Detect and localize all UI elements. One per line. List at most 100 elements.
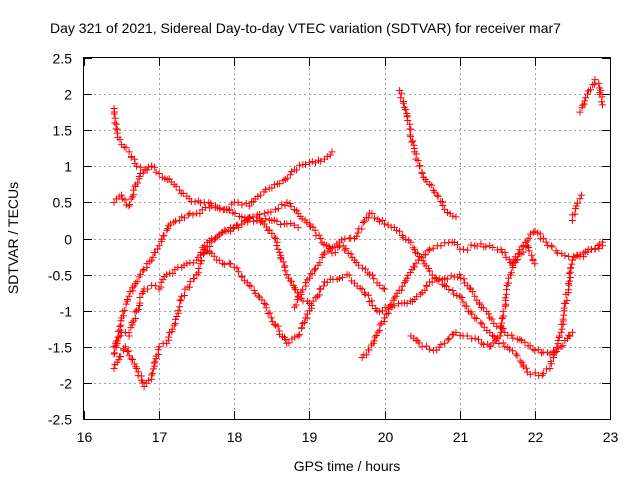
interpolated-point xyxy=(362,351,370,359)
interpolated-point xyxy=(469,288,477,296)
interpolated-point xyxy=(176,216,184,224)
interpolated-point xyxy=(568,260,576,268)
interpolated-point xyxy=(560,311,568,319)
interpolated-point xyxy=(264,227,272,235)
interpolated-point xyxy=(159,276,167,284)
interpolated-point xyxy=(466,284,474,292)
interpolated-point xyxy=(519,363,527,371)
interpolated-point xyxy=(439,202,447,210)
interpolated-point xyxy=(554,337,562,345)
interpolated-point xyxy=(296,161,304,169)
data-point xyxy=(546,350,554,358)
data-point xyxy=(170,321,178,329)
interpolated-point xyxy=(368,302,376,310)
interpolated-point xyxy=(419,257,427,265)
interpolated-point xyxy=(519,248,527,256)
interpolated-point xyxy=(116,136,124,144)
interpolated-point xyxy=(496,332,504,340)
interpolated-point xyxy=(423,282,431,290)
interpolated-point xyxy=(339,273,347,281)
interpolated-point xyxy=(238,201,246,209)
interpolated-point xyxy=(179,189,187,197)
interpolated-point xyxy=(453,241,461,249)
interpolated-point xyxy=(307,301,315,309)
interpolated-point xyxy=(353,232,361,240)
interpolated-point xyxy=(518,336,526,344)
interpolated-point xyxy=(566,332,574,340)
interpolated-point xyxy=(270,233,278,241)
interpolated-point xyxy=(132,315,140,323)
interpolated-point xyxy=(415,339,423,347)
data-point xyxy=(260,209,268,217)
interpolated-point xyxy=(180,261,188,269)
x-tick-label: 17 xyxy=(152,429,168,445)
interpolated-point xyxy=(290,221,298,229)
interpolated-point xyxy=(119,307,127,315)
interpolated-point xyxy=(125,329,133,337)
interpolated-point xyxy=(176,303,184,311)
interpolated-point xyxy=(521,338,529,346)
interpolated-point xyxy=(504,343,512,351)
interpolated-point xyxy=(491,337,499,345)
data-point xyxy=(576,108,584,116)
data-point xyxy=(441,281,449,289)
data-point xyxy=(294,332,302,340)
interpolated-point xyxy=(273,217,281,225)
interpolated-point xyxy=(513,256,521,264)
interpolated-point xyxy=(274,322,282,330)
interpolated-point xyxy=(168,325,176,333)
interpolated-point xyxy=(134,179,142,187)
x-tick-label: 16 xyxy=(77,429,93,445)
interpolated-point xyxy=(383,310,391,318)
data-point xyxy=(125,292,133,300)
interpolated-point xyxy=(485,310,493,318)
interpolated-point xyxy=(154,346,162,354)
data-point xyxy=(294,224,302,232)
interpolated-point xyxy=(413,293,421,301)
interpolated-point xyxy=(125,352,133,360)
interpolated-point xyxy=(300,319,308,327)
interpolated-point xyxy=(287,202,295,210)
data-point xyxy=(531,260,539,268)
interpolated-point xyxy=(150,359,158,367)
data-point xyxy=(452,213,460,221)
interpolated-point xyxy=(136,294,144,302)
interpolated-point xyxy=(149,369,157,377)
interpolated-point xyxy=(119,312,127,320)
data-point xyxy=(595,79,603,87)
interpolated-point xyxy=(376,217,384,225)
x-tick-label: 22 xyxy=(528,429,544,445)
interpolated-point xyxy=(111,349,119,357)
interpolated-point xyxy=(479,304,487,312)
interpolated-point xyxy=(354,229,362,237)
data-point xyxy=(486,242,494,250)
interpolated-point xyxy=(464,246,472,254)
interpolated-point xyxy=(477,319,485,327)
data-point xyxy=(121,343,129,351)
interpolated-point xyxy=(370,214,378,222)
interpolated-point xyxy=(368,271,376,279)
interpolated-point xyxy=(133,278,141,286)
interpolated-point xyxy=(183,260,191,268)
chart-title: Day 321 of 2021, Sidereal Day-to-day VTE… xyxy=(50,20,561,36)
data-point xyxy=(245,281,253,289)
data-point xyxy=(553,249,561,257)
interpolated-point xyxy=(145,376,153,384)
interpolated-point xyxy=(516,357,524,365)
interpolated-point xyxy=(219,228,227,236)
interpolated-point xyxy=(233,264,241,272)
interpolated-point xyxy=(399,99,407,107)
interpolated-point xyxy=(421,286,429,294)
interpolated-point xyxy=(275,180,283,188)
interpolated-point xyxy=(563,296,571,304)
interpolated-point xyxy=(174,307,182,315)
interpolated-point xyxy=(152,168,160,176)
interpolated-point xyxy=(196,260,204,268)
interpolated-point xyxy=(376,321,384,329)
interpolated-point xyxy=(417,290,425,298)
interpolated-point xyxy=(406,269,414,277)
interpolated-point xyxy=(177,297,185,305)
interpolated-point xyxy=(125,347,133,355)
interpolated-point xyxy=(429,186,437,194)
